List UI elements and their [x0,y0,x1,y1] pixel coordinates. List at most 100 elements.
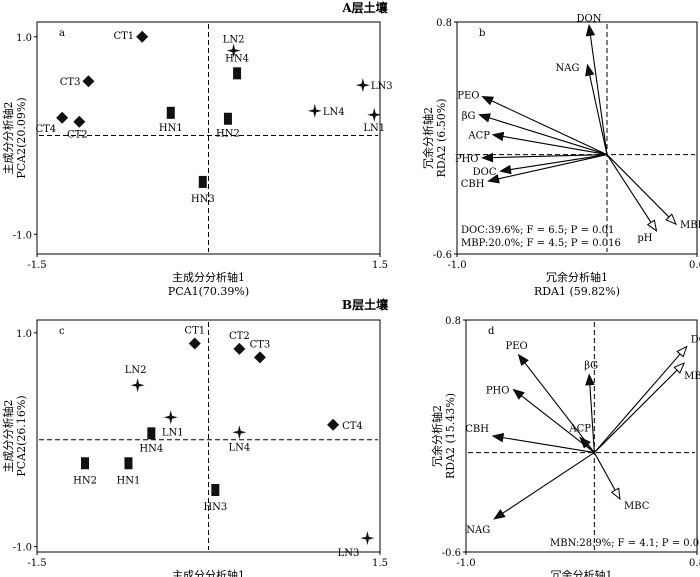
arrow-label: MBC [624,501,650,512]
arrow-mbn [593,369,678,453]
arrow-don [589,35,608,155]
point-ct3 [82,75,95,88]
arrow-label: CBH [465,424,489,435]
arrowhead-mbn [673,362,686,374]
arrowhead-doc [499,164,512,175]
stat-annotation: DOC:39.6%; F = 6.5; P = 0.01 [461,225,614,236]
arrowhead-acp [491,131,505,142]
arrowhead-pho [481,152,494,163]
point-ln3 [355,78,370,93]
x-tick-label: 0.6 [689,260,700,271]
plot-frame [36,319,381,553]
panel-label: a [59,28,65,39]
point-label: HN3 [191,194,215,205]
x-axis-title: 主成分分析轴1 [172,568,245,577]
arrowhead-βg [478,113,491,123]
arrow-nag [589,74,608,155]
arrow-label: NAG [466,525,490,536]
arrow-label: MBP [680,220,700,231]
point-label: LN3 [371,81,393,92]
arrow-peo [524,362,595,453]
point-label: HN2 [73,475,97,486]
plot-frame [456,21,698,255]
point-ct1 [136,30,149,43]
arrowhead-don [585,23,596,37]
arrow-pho [492,154,608,159]
arrow-label: CBH [461,179,485,190]
point-label: CT3 [250,339,271,350]
point-label: CT2 [229,331,250,342]
y-axis-subtitle: PCA2(20.09%) [15,97,28,178]
y-tick-label: -1.0 [13,543,32,554]
y-axis-title: 冗余分析轴2 [430,405,444,467]
arrowhead-βg [585,373,595,386]
x-tick-label: -1.0 [447,260,466,271]
point-label: HN1 [117,475,141,486]
arrow-label: PHO [486,386,510,397]
point-label: CT4 [342,421,363,432]
point-label: CT1 [184,326,205,337]
y-tick-label: 0.8 [445,316,461,327]
arrowhead-ph [646,219,658,232]
y-axis-subtitle: RDA2 (6.50%) [435,98,448,177]
arrow-label: PEO [457,91,479,102]
arrow-label: ACP [568,424,591,435]
arrow-label: βG [584,361,598,372]
point-label: LN1 [363,123,385,134]
point-ln3 [360,531,375,546]
point-ct4 [327,418,340,431]
arrow-doc [510,154,608,171]
point-ct2 [233,342,246,355]
arrow-mbp [606,154,670,218]
arrowhead-peo [517,353,529,367]
point-label: HN4 [225,53,249,64]
point-label: LN4 [323,107,345,118]
panel-label: d [488,326,495,337]
arrow-nag [502,452,595,514]
arrow-cbh [502,437,595,454]
y-axis-title: 冗余分析轴2 [421,107,435,169]
point-hn4 [233,67,242,80]
panel-label: c [59,326,65,337]
stat-annotation: MBN:28.9%; F = 4.1; P = 0.012 [550,538,700,549]
section-title-a: A层土壤 [341,0,388,15]
point-label: LN2 [223,35,245,46]
y-tick-label: -0.6 [442,548,461,559]
point-label: LN1 [162,427,184,438]
point-ln1 [367,107,382,122]
y-axis-title: 主成分分析轴2 [1,400,15,473]
y-tick-label: 0.8 [436,18,452,29]
point-ln1 [163,410,178,425]
y-tick-label: 1.0 [16,329,32,340]
arrow-label: DON [691,335,700,346]
point-label: CT2 [67,130,88,141]
arrow-label: NAG [556,63,580,74]
point-hn2 [223,112,232,125]
plot-frame [36,21,381,255]
y-axis-subtitle: RDA2 (15.43%) [444,393,457,479]
point-hn3 [211,483,220,496]
point-label: HN2 [216,129,240,140]
point-ct1 [188,337,201,350]
arrow-label: pH [637,233,652,244]
arrowhead-nag [493,509,506,520]
arrow-label: βG [462,111,476,122]
x-axis-title: 冗余分析轴1 [551,568,613,577]
y-axis-subtitle: PCA2(26.16%) [15,395,28,476]
point-ln2 [130,378,145,393]
point-label: LN3 [338,548,360,559]
point-hn1 [166,106,175,119]
arrowhead-pho [512,388,525,400]
x-tick-label: 1.5 [372,260,388,271]
arrow-mbc [593,452,616,491]
arrow-don [593,353,681,453]
point-hn1 [124,457,133,470]
arrowhead-acp [579,436,591,449]
plot-frame [465,319,698,553]
panel-label: b [479,28,485,39]
arrow-label: DON [577,13,602,24]
point-ct3 [253,351,266,364]
